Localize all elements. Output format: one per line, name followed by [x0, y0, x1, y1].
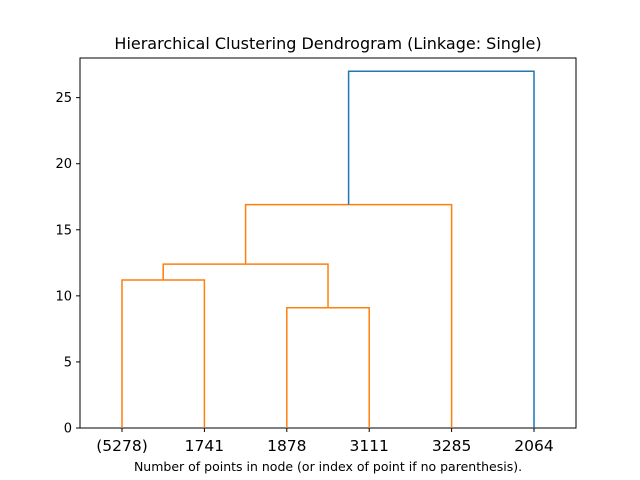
- leaf-label: 1741: [185, 437, 224, 455]
- leaf-label: (5278): [96, 437, 148, 455]
- y-tick-label: 0: [64, 422, 72, 437]
- dendrogram-link-4: [347, 70, 535, 428]
- leaf-label: 3285: [432, 437, 471, 455]
- x-axis-label: Number of points in node (or index of po…: [134, 459, 522, 474]
- y-tick-label: 5: [64, 355, 72, 370]
- y-axis: 0 5 10 15 20 25: [55, 91, 80, 437]
- leaf-label: 2064: [514, 437, 553, 455]
- y-tick-label: 10: [55, 289, 72, 304]
- dendrogram-links: [121, 70, 535, 428]
- dendrogram-link-3: [244, 203, 453, 428]
- leaf-label: 3111: [349, 437, 388, 455]
- leaf-label: 1878: [267, 437, 306, 455]
- y-tick-label: 15: [55, 223, 72, 238]
- chart-title: Hierarchical Clustering Dendrogram (Link…: [114, 34, 541, 53]
- plot-area: [79, 57, 577, 429]
- dendrogram-link-1: [286, 307, 370, 428]
- x-axis: (5278) 1741 1878 3111 3285 2064: [96, 428, 554, 455]
- dendrogram-link-2: [162, 263, 329, 308]
- y-tick-label: 25: [55, 91, 72, 106]
- dendrogram-link-0: [121, 279, 206, 428]
- y-tick-label: 20: [55, 157, 72, 172]
